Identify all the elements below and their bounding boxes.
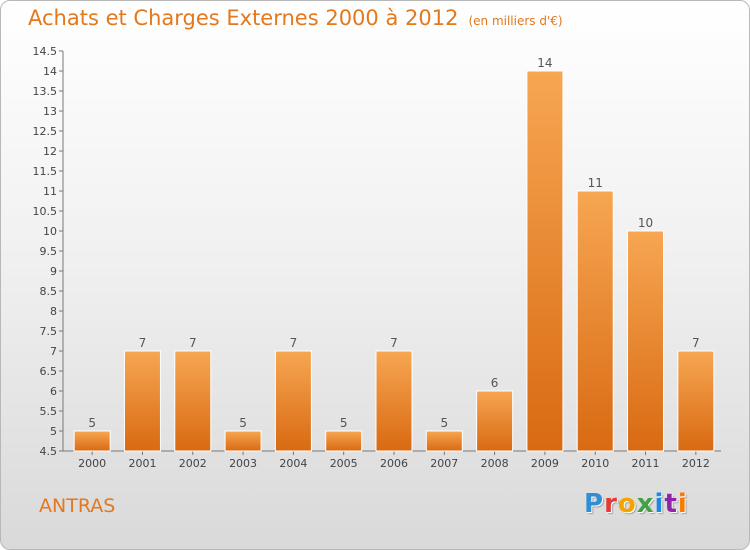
bar (425, 430, 463, 452)
bar (274, 350, 312, 452)
bar (526, 70, 564, 452)
y-tick-label: 8.5 (40, 285, 58, 298)
y-tick-label: 7 (50, 345, 57, 358)
bar (325, 430, 363, 452)
y-tick-label: 14.5 (33, 45, 58, 58)
bar-value-label: 14 (537, 56, 552, 70)
x-tick-label: 2005 (330, 457, 358, 470)
bar-value-label: 5 (340, 416, 348, 430)
logo-letter: x (636, 489, 655, 519)
chart-title: Achats et Charges Externes 2000 à 2012 (e… (28, 6, 563, 30)
commune-name: ANTRAS (39, 495, 116, 517)
bar (174, 350, 212, 452)
chart-subtitle: (en milliers d'€) (468, 14, 563, 28)
y-tick-label: 4.5 (40, 445, 58, 458)
y-tick-label: 12 (43, 145, 57, 158)
bar-value-label: 11 (588, 176, 603, 190)
bar-value-label: 5 (440, 416, 448, 430)
bar-value-label: 7 (692, 336, 700, 350)
bar-value-label: 5 (239, 416, 247, 430)
logo-letter: i (654, 489, 665, 519)
logo-letter: P (584, 489, 605, 519)
y-tick-label: 10 (43, 225, 57, 238)
y-tick-label: 8 (50, 305, 57, 318)
x-tick-label: 2012 (682, 457, 710, 470)
bar (123, 350, 161, 452)
y-tick-label: 11.5 (33, 165, 58, 178)
bar (576, 190, 614, 452)
logo-letter: i (677, 489, 688, 519)
x-tick-label: 2008 (481, 457, 509, 470)
x-tick-label: 2007 (430, 457, 458, 470)
x-tick-label: 2001 (128, 457, 156, 470)
bar (224, 430, 262, 452)
x-tick-label: 2000 (78, 457, 106, 470)
bar (627, 230, 665, 452)
y-tick-label: 5 (50, 425, 57, 438)
bar-value-label: 10 (638, 216, 653, 230)
y-tick-label: 11 (43, 185, 57, 198)
bar (476, 390, 514, 452)
x-tick-label: 2004 (279, 457, 307, 470)
y-tick-label: 7.5 (40, 325, 58, 338)
bar-value-label: 7 (139, 336, 147, 350)
y-tick-label: 12.5 (33, 125, 58, 138)
logo-letter: r (604, 489, 618, 519)
bar-value-label: 5 (88, 416, 96, 430)
y-tick-label: 14 (43, 65, 57, 78)
chart-title-text: Achats et Charges Externes 2000 à 2012 (28, 6, 459, 30)
x-tick-label: 2011 (632, 457, 660, 470)
bar-value-label: 7 (290, 336, 298, 350)
y-tick-label: 10.5 (33, 205, 58, 218)
proxiti-logo: Proxiti (584, 489, 688, 519)
y-tick-label: 6 (50, 385, 57, 398)
y-tick-label: 9 (50, 265, 57, 278)
x-tick-label: 2002 (179, 457, 207, 470)
y-tick-label: 13 (43, 105, 57, 118)
x-tick-label: 2010 (581, 457, 609, 470)
y-tick-label: 13.5 (33, 85, 58, 98)
x-tick-label: 2006 (380, 457, 408, 470)
logo-letter: t (664, 489, 678, 519)
y-tick-label: 6.5 (40, 365, 58, 378)
logo-letter: o (617, 489, 637, 519)
bar-value-label: 7 (189, 336, 197, 350)
bar (677, 350, 715, 452)
bar-value-label: 7 (390, 336, 398, 350)
bar (375, 350, 413, 452)
x-tick-label: 2009 (531, 457, 559, 470)
bar (73, 430, 111, 452)
x-tick-label: 2003 (229, 457, 257, 470)
bar-value-label: 6 (491, 376, 499, 390)
y-tick-label: 5.5 (40, 405, 58, 418)
y-tick-label: 9.5 (40, 245, 58, 258)
